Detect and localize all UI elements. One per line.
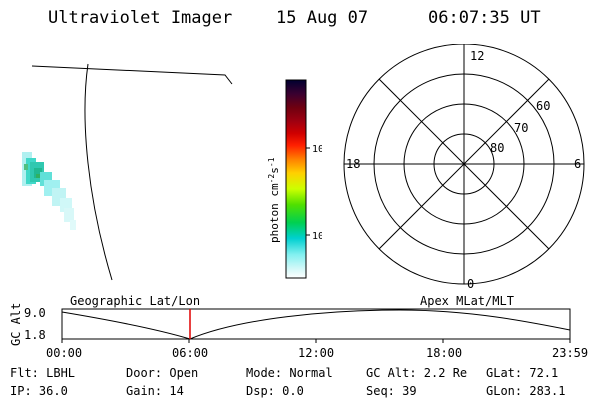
timeline-y-tick-bottom: 1.8 <box>24 328 46 342</box>
info-gain: Gain: 14 <box>126 384 184 398</box>
info-seq: Seq: 39 <box>366 384 417 398</box>
polar-grid <box>343 44 585 285</box>
geographic-boundary-top <box>31 65 233 85</box>
date-label: 15 Aug 07 <box>276 8 369 28</box>
colorbar-unit-label: photon cm-2s-1 <box>267 157 281 243</box>
timeline-right-title: Apex MLat/MLT <box>420 294 514 308</box>
mlat-label-80: 80 <box>490 141 504 155</box>
info-ip: IP: 36.0 <box>10 384 68 398</box>
colorbar-tick-100: 100 <box>312 144 322 155</box>
mlt-label-12: 12 <box>470 49 484 63</box>
info-dsp: Dsp: 0.0 <box>246 384 304 398</box>
timeline-left-title: Geographic Lat/Lon <box>70 294 201 308</box>
colorbar-tick-10: 10 <box>312 231 322 242</box>
polar-plot: 12 6 0 18 60 70 80 <box>343 44 585 290</box>
info-glon: GLon: 283.1 <box>486 384 566 398</box>
timeline-x-tick-0000: 00:00 <box>46 346 83 360</box>
geographic-image-panel <box>22 63 233 281</box>
time-label: 06:07:35 UT <box>428 8 541 28</box>
mlt-label-0: 0 <box>467 277 474 290</box>
timeline-x-tick-2359: 23:59 <box>552 346 589 360</box>
mlat-label-70: 70 <box>514 121 528 135</box>
timeline-ylabel: GC Alt <box>9 303 23 346</box>
timeline-x-tick-0600: 06:00 <box>172 346 209 360</box>
timeline-x-tick-1800: 18:00 <box>426 346 463 360</box>
info-filter: Flt: LBHL <box>10 366 76 380</box>
mlat-label-60: 60 <box>536 99 550 113</box>
info-door: Door: Open <box>126 366 199 380</box>
timeline-x-tick-1200: 12:00 <box>298 346 335 360</box>
geographic-boundary-left <box>84 63 113 281</box>
colorbar-gradient <box>285 79 307 279</box>
instrument-title: Ultraviolet Imager <box>48 8 233 28</box>
info-gc-alt: GC Alt: 2.2 Re <box>366 366 468 380</box>
colorbar: 100 10 photon cm-2s-1 <box>267 79 322 279</box>
aurora-emission-pixels <box>22 152 76 230</box>
mlt-label-6: 6 <box>574 157 581 171</box>
altitude-timeline: GC Alt <box>9 303 571 346</box>
altitude-curve <box>61 309 571 340</box>
mlt-label-18: 18 <box>346 157 360 171</box>
timeline-y-tick-top: 9.0 <box>24 306 46 320</box>
info-mode: Mode: Normal <box>246 366 333 380</box>
info-glat: GLat: 72.1 <box>486 366 559 380</box>
